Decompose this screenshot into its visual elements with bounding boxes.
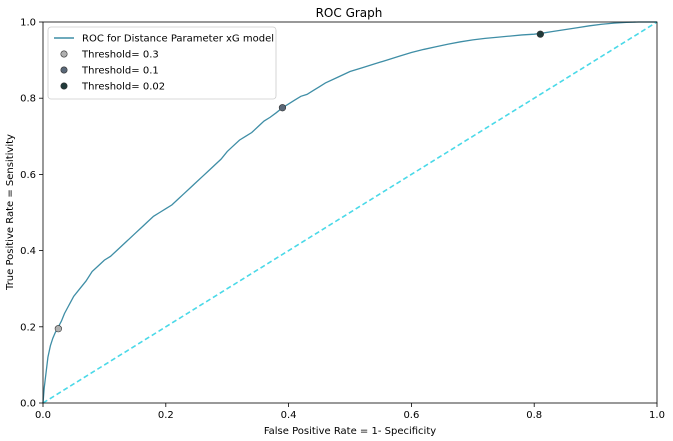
y-tick-label: 0.0 (20, 399, 36, 410)
x-tick-label: 0.8 (526, 410, 542, 421)
y-tick-label: 0.4 (20, 246, 36, 257)
legend-box (47, 26, 277, 100)
diagonal-reference-line (42, 21, 658, 404)
plot-area (42, 21, 658, 404)
x-axis: 0.0 0.2 0.4 0.6 0.8 1.0 (35, 403, 665, 421)
legend-swatch-point (60, 82, 68, 90)
legend-swatch-point (60, 66, 68, 74)
plot-frame (42, 21, 658, 404)
chart-title: ROC Graph (316, 6, 383, 20)
threshold-point-3 (536, 30, 544, 38)
x-tick-label: 0.4 (281, 410, 297, 421)
x-axis-label: False Positive Rate = 1- Specificity (264, 426, 436, 437)
legend-entry-label: Threshold= 0.1 (81, 66, 159, 77)
x-tick-label: 0.6 (403, 410, 419, 421)
threshold-point-1 (54, 325, 62, 333)
x-tick-label: 1.0 (649, 410, 665, 421)
y-tick-label: 0.2 (20, 322, 36, 333)
legend-swatch-point (60, 50, 68, 58)
y-tick-label: 0.8 (20, 94, 36, 105)
y-tick-label: 0.6 (20, 170, 36, 181)
legend-entry-label: ROC for Distance Parameter xG model (82, 34, 274, 45)
y-axis-label: True Positive Rate = Sensitivity (5, 134, 16, 291)
roc-curve-line (42, 21, 657, 404)
y-tick-label: 1.0 (20, 18, 36, 29)
x-tick-label: 0.2 (158, 410, 174, 421)
legend: ROC for Distance Parameter xG model Thres… (47, 26, 277, 100)
legend-entry-label: Threshold= 0.3 (81, 50, 159, 61)
x-tick-label: 0.0 (35, 410, 51, 421)
y-axis: 0.0 0.2 0.4 0.6 0.8 1.0 (20, 18, 43, 410)
threshold-point-2 (278, 104, 287, 112)
legend-entry-label: Threshold= 0.02 (81, 82, 165, 93)
